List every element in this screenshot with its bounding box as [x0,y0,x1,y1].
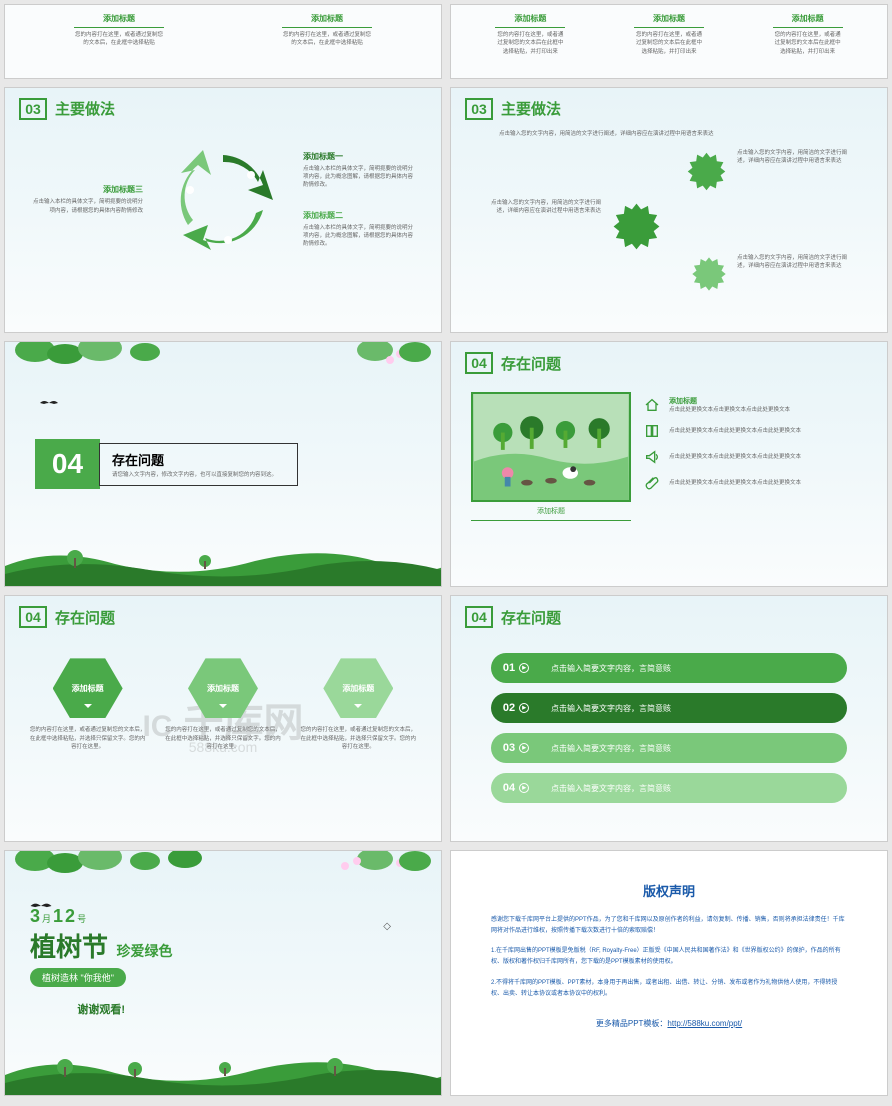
slide-04-section-header: 04 存在问题 请您输入文字内容，修改文字内容，也可以直接复制您的内容到这。 [4,341,442,587]
section-number: 03 [19,98,47,120]
copyright-para: 感谢您下载千库网平台上提供的PPT作品，为了您和千库网以及原创作者的利益，请勿复… [491,915,847,937]
copyright-para: 2.不得将千库网的PPT模板、PPT素材，本身用于再出售，或者出租、出借、转让、… [491,978,847,1000]
section-title-box: 存在问题 请您输入文字内容，修改文字内容，也可以直接复制您的内容到这。 [99,443,298,486]
slide-04-image-list: 04 存在问题 [450,341,888,587]
top-item: 添加标题 您的内容打在这里，或者通过复制您的文本后，在此框中选择粘贴 [282,13,372,48]
list-item: 点击此处更换文本点击此处更换文本点击此处更换文本 [643,474,867,492]
copyright-title: 版权声明 [491,881,847,900]
section-title: 主要做法 [501,98,561,119]
list-item: 点击此处更换文本点击此处更换文本点击此处更换文本 [643,422,867,440]
gear-icon [689,254,729,294]
pill-item: 03▶ 点击输入简要文字内容，言简意赅 [491,733,847,763]
pill-item: 01▶ 点击输入简要文字内容，言简意赅 [491,653,847,683]
gear-icon [684,149,729,194]
hex-item: 添加标题 您的内容打在这里，或者通过复制您的文本后，在此框中选择粘贴，并选择只保… [163,658,283,751]
top-item: 添加标题 您的内容打在这里，或者通过复制您的文本后在此框中选择粘贴，并打印出来 [634,13,704,56]
slide-03-gears: 03 主要做法 点击输入您的文字内容，用简洁的文字进行阐述，详细内容应在演讲过程… [450,87,888,333]
section-number: 04 [465,606,493,628]
top-item: 添加标题 您的内容打在这里，或者通过复制您的文本后，在此框中选择粘贴 [74,13,164,48]
section-number: 04 [19,606,47,628]
leaves-decoration [5,851,442,896]
megaphone-icon [643,448,661,466]
play-icon: ▶ [519,663,529,673]
cycle-diagram [163,140,283,260]
section-number: 04 [465,352,493,374]
hills-decoration [5,1045,442,1095]
cycle-item-1: 添加标题一 点击输入本栏的具体文字，简明扼要的说明分项内容，此为概念图解，请根据… [303,151,413,190]
cover-pill: 植树造林 "你我他" [30,968,126,987]
cover-thanks: 谢谢观看! [30,1001,172,1017]
cycle-item-3: 添加标题三 点击输入本栏的具体文字，简明扼要的说明分项内容，请根据您的具体内容酌… [33,184,143,215]
cover-title: 植树节 [30,932,108,962]
copyright-link: 更多精品PPT模板：http://588ku.com/ppt/ [491,1018,847,1029]
pill-item: 04▶ 点击输入简要文字内容，言简意赅 [491,773,847,803]
gear-icon [609,199,664,254]
section-title: 存在问题 [501,607,561,628]
bird-icon [40,397,58,412]
section-number: 03 [465,98,493,120]
cycle-item-2: 添加标题二 点击输入本栏的具体文字，简明扼要的说明分项内容，此为概念图解，请根据… [303,210,413,249]
slide-04-hexagons: 04 存在问题 IC 千库网 588ku.com 添加标题 您的内容打在这里，或… [4,595,442,841]
list-item: 点击此处更换文本点击此处更换文本点击此处更换文本 [643,448,867,466]
slide-partial-right: 添加标题 您的内容打在这里，或者通过复制您的文本后在此框中选择粘贴，并打印出来 … [450,4,888,79]
list-item: 添加标题点击此处更换文本点击更换文本点击此处更换文本 [643,396,867,414]
book-icon [643,422,661,440]
leaves-decoration [5,342,442,387]
ppt-link[interactable]: http://588ku.com/ppt/ [667,1019,742,1028]
top-item: 添加标题 您的内容打在这里，或者通过复制您的文本后在此框中选择粘贴，并打印出来 [773,13,843,56]
slide-cover: ◇ 3月12号 植树节 珍爱绿色 植树造林 "你我他" 谢谢观看! [4,850,442,1096]
home-icon [643,396,661,414]
icon-list: 添加标题点击此处更换文本点击更换文本点击此处更换文本 点击此处更换文本点击此处更… [643,392,867,521]
section-title: 存在问题 [501,353,561,374]
section-number-large: 04 [35,439,100,489]
copyright-para: 1.在千库网出售的PPT模板是免版税（RF, Royalty-Free）正版受《… [491,946,847,968]
gear-item: 点击输入您的文字内容，用简洁的文字进行阐述，详细内容应在演讲过程中用语言来表达 [481,199,664,254]
cover-date: 3月12号 [30,906,172,927]
kite-icon: ◇ [383,921,391,932]
illustration-box: 添加标题 [471,392,631,521]
slide-partial-left: 添加标题 您的内容打在这里，或者通过复制您的文本后，在此框中选择粘贴 添加标题 … [4,4,442,79]
play-icon: ▶ [519,783,529,793]
clip-icon [643,474,661,492]
section-title: 存在问题 [55,607,115,628]
slide-03-cycle: 03 主要做法 添加标题三 点击输入本栏的具体文字，简明扼要的说明分项内容，请根… [4,87,442,333]
top-item: 添加标题 您的内容打在这里，或者通过复制您的文本后在此框中选择粘贴，并打印出来 [495,13,565,56]
slide-04-pills: 04 存在问题 01▶ 点击输入简要文字内容，言简意赅 02▶ 点击输入简要文字… [450,595,888,841]
slide-copyright: 版权声明 感谢您下载千库网平台上提供的PPT作品，为了您和千库网以及原创作者的利… [450,850,888,1096]
gear-item: 点击输入您的文字内容，用简洁的文字进行阐述，详细内容应在演讲过程中用语言来表达 [684,149,857,194]
hills-decoration [5,536,442,586]
section-title: 主要做法 [55,98,115,119]
hex-item: 添加标题 您的内容打在这里，或者通过复制您的文本后，在此框中选择粘贴，并选择只保… [298,658,418,751]
play-icon: ▶ [519,743,529,753]
cover-subtitle: 珍爱绿色 [116,943,172,959]
hex-item: 添加标题 您的内容打在这里，或者通过复制您的文本后，在此框中选择粘贴，并选择只保… [28,658,148,751]
gear-item: 点击输入您的文字内容，用简洁的文字进行阐述，详细内容应在演讲过程中用语言来表达 [689,254,857,294]
pill-item: 02▶ 点击输入简要文字内容，言简意赅 [491,693,847,723]
play-icon: ▶ [519,703,529,713]
